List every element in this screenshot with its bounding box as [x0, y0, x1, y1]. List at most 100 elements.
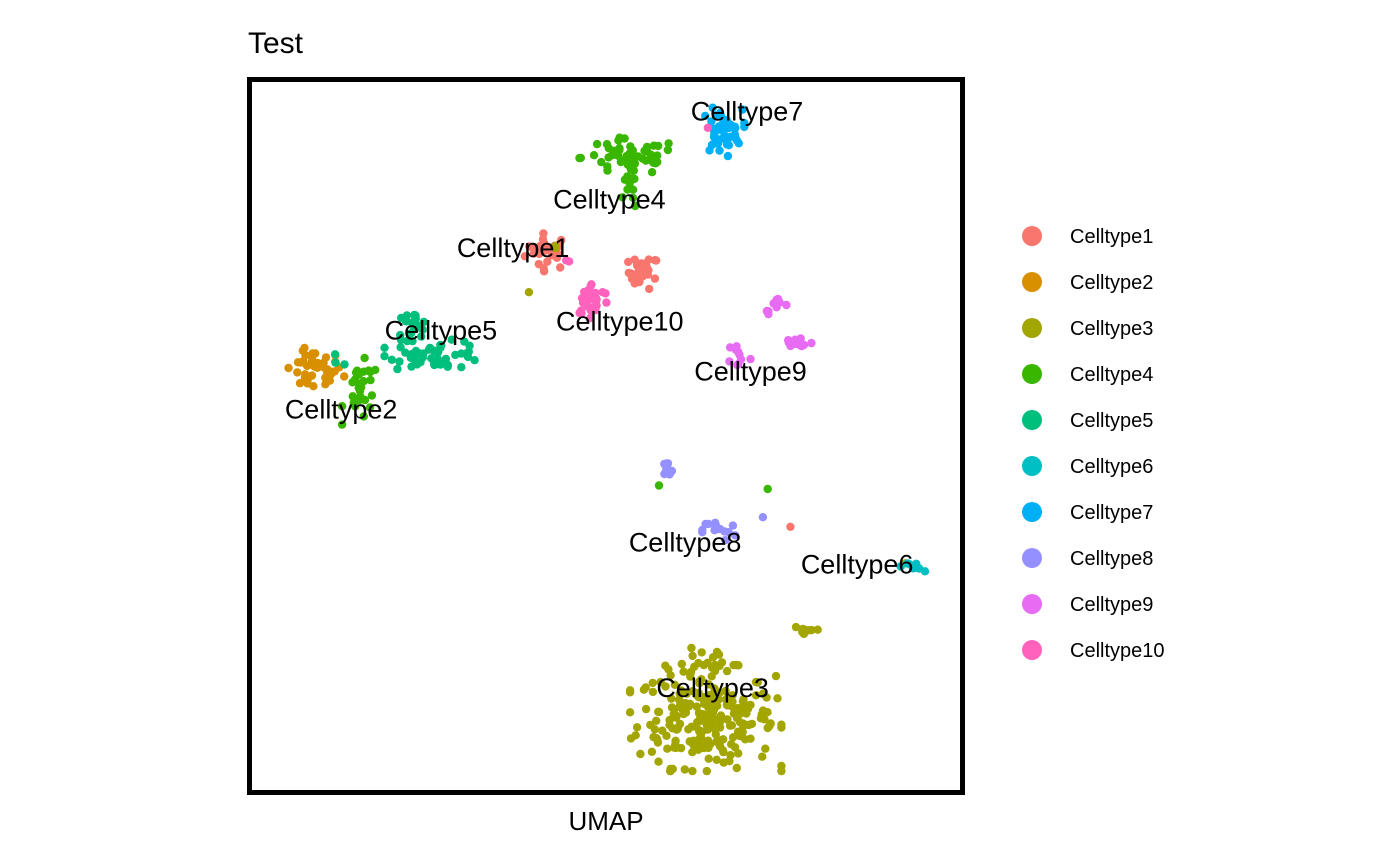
- point-celltype4: [654, 141, 663, 151]
- point-celltype10: [592, 302, 601, 311]
- cluster-label-celltype2: Celltype2: [285, 395, 398, 425]
- point-celltype3: [732, 714, 742, 723]
- point-celltype3: [765, 721, 774, 731]
- legend-label: Celltype9: [1070, 594, 1153, 616]
- point-celltype4: [597, 157, 606, 167]
- plot-panel-border: [247, 77, 965, 795]
- point-celltype9: [807, 338, 816, 348]
- point-celltype4: [640, 146, 649, 155]
- point-celltype3: [524, 288, 534, 297]
- point-celltype3: [762, 693, 771, 702]
- point-celltype3: [673, 724, 682, 733]
- point-celltype3: [641, 704, 651, 714]
- point-celltype1: [535, 249, 544, 259]
- point-celltype3: [747, 719, 757, 729]
- point-celltype3: [679, 667, 688, 676]
- point-celltype3: [708, 653, 718, 662]
- point-celltype3: [724, 692, 733, 702]
- point-celltype2: [298, 346, 307, 355]
- point-celltype3: [646, 720, 655, 730]
- point-celltype5: [427, 354, 436, 363]
- point-celltype4: [349, 398, 358, 407]
- point-celltype10: [585, 295, 595, 304]
- point-celltype3: [654, 757, 663, 766]
- point-celltype4: [357, 383, 366, 392]
- point-celltype3: [692, 702, 701, 711]
- point-celltype6: [912, 559, 921, 568]
- legend-key: [1022, 410, 1042, 430]
- point-celltype6: [903, 559, 912, 568]
- point-celltype3: [712, 737, 721, 746]
- point-celltype8: [758, 513, 768, 522]
- point-celltype9: [786, 341, 795, 351]
- point-celltype9: [732, 342, 741, 351]
- point-celltype9: [762, 306, 771, 316]
- point-celltype3: [647, 747, 657, 756]
- legend-item-celltype2: Celltype2: [1022, 272, 1153, 294]
- point-celltype3: [625, 686, 635, 695]
- point-celltype3: [761, 744, 770, 753]
- point-celltype9: [773, 296, 782, 306]
- point-celltype7: [738, 105, 747, 114]
- point-celltype1: [520, 252, 530, 261]
- point-celltype5: [397, 313, 406, 323]
- point-celltype7: [730, 130, 740, 139]
- point-celltype9: [733, 360, 742, 370]
- point-celltype3: [641, 683, 650, 692]
- legend-item-celltype8: Celltype8: [1022, 548, 1153, 570]
- point-celltype7: [722, 140, 732, 149]
- point-celltype4: [602, 140, 612, 149]
- point-celltype5: [380, 343, 389, 352]
- x-axis-label: UMAP: [568, 806, 643, 836]
- legend-key: [1022, 502, 1042, 522]
- point-celltype5: [418, 353, 428, 362]
- point-celltype3: [717, 658, 727, 667]
- point-celltype1: [633, 268, 642, 277]
- point-celltype3: [710, 684, 719, 693]
- point-celltype7: [723, 151, 733, 161]
- point-celltype2: [324, 373, 333, 382]
- legend-item-celltype9: Celltype9: [1022, 594, 1153, 616]
- point-celltype4: [631, 201, 640, 211]
- point-celltype7: [701, 111, 710, 121]
- point-celltype2: [303, 361, 312, 371]
- legend-key: [1022, 548, 1042, 568]
- point-celltype10: [602, 298, 611, 307]
- point-celltype4: [663, 145, 673, 155]
- point-celltype3: [652, 733, 661, 743]
- point-celltype3: [751, 691, 761, 700]
- point-celltype5: [406, 329, 416, 338]
- point-celltype8: [698, 528, 707, 537]
- point-celltype3: [715, 723, 725, 732]
- point-celltype3: [667, 694, 676, 703]
- point-celltype2: [321, 380, 330, 389]
- point-celltype3: [709, 697, 718, 706]
- point-celltype3: [706, 690, 715, 699]
- point-celltype10: [601, 289, 610, 298]
- legend-key: [1022, 272, 1042, 292]
- point-celltype7: [707, 117, 716, 126]
- point-celltype3: [688, 748, 697, 757]
- point-celltype5: [437, 341, 446, 350]
- point-celltype5: [396, 330, 405, 340]
- point-celltype5: [411, 311, 420, 320]
- point-celltype1: [556, 263, 565, 272]
- point-celltype3: [717, 714, 726, 723]
- point-celltype3: [712, 755, 721, 764]
- point-celltype4: [360, 395, 370, 405]
- cluster-label-celltype1: Celltype1: [457, 233, 570, 263]
- point-celltype10: [587, 280, 596, 289]
- point-celltype5: [447, 335, 456, 344]
- point-celltype3: [663, 744, 672, 753]
- point-celltype3: [680, 765, 689, 774]
- point-celltype7: [715, 146, 724, 155]
- point-celltype9: [735, 350, 744, 359]
- point-celltype1: [650, 274, 660, 283]
- point-celltype4: [367, 391, 377, 400]
- point-celltype5: [443, 362, 452, 371]
- point-celltype3: [664, 665, 673, 674]
- point-celltype3: [658, 726, 667, 735]
- legend-key: [1022, 594, 1042, 614]
- point-celltype1: [637, 259, 646, 268]
